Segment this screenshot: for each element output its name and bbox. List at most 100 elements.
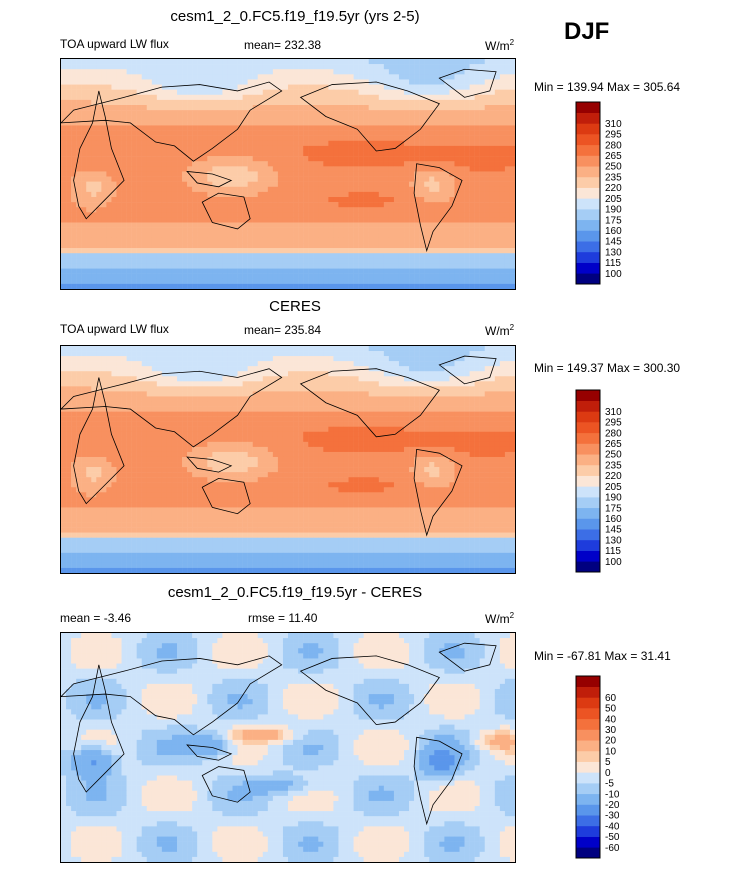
colorbar-box [576, 241, 600, 253]
map-cell [484, 197, 491, 203]
map-cell [318, 115, 324, 121]
map-cell [393, 99, 400, 106]
map-cell [439, 376, 445, 382]
map-cell [156, 222, 163, 228]
map-cell [409, 84, 415, 90]
map-cell [439, 94, 445, 101]
map-cell [494, 181, 501, 188]
map-cell [474, 120, 480, 126]
map-cell [444, 110, 450, 116]
map-cell [318, 212, 324, 218]
map-cell [192, 156, 198, 162]
map-cell [267, 125, 274, 131]
map-cell [409, 346, 415, 352]
map-cell [161, 227, 168, 234]
map-cell [262, 161, 269, 167]
map-cell [409, 381, 415, 387]
map-cell [358, 145, 364, 152]
map-cell [247, 145, 253, 152]
map-cell [136, 248, 142, 254]
map-cell [474, 105, 480, 111]
map-cell [358, 283, 364, 289]
map-cell [338, 366, 344, 372]
map-cell [459, 346, 465, 352]
map-cell [61, 268, 67, 274]
map-cell [323, 156, 329, 162]
map-cell [151, 186, 158, 193]
map-cell [277, 222, 284, 228]
map-cell [207, 181, 213, 188]
map-cell [202, 376, 208, 382]
map-cell [404, 69, 410, 75]
map-cell [116, 171, 122, 177]
map-cell [267, 64, 274, 70]
map-cell [232, 351, 238, 357]
map-cell [479, 140, 485, 147]
map-cell [368, 181, 375, 188]
map-cell [242, 237, 248, 244]
map-cell [86, 268, 92, 274]
map-cell [429, 386, 435, 392]
map-cell [434, 166, 440, 172]
map-cell [378, 381, 385, 387]
map-cell [383, 79, 390, 85]
map-cell [469, 371, 475, 377]
map-cell [192, 361, 198, 367]
map-cell [171, 207, 178, 213]
map-cell [81, 130, 87, 136]
map-cell [257, 69, 264, 75]
map-cell [101, 197, 107, 203]
map-cell [136, 105, 142, 111]
map-cell [353, 115, 359, 121]
colorbar-box [576, 262, 600, 274]
map-cell [272, 202, 279, 208]
map-cell [454, 181, 460, 188]
map-cell [464, 84, 470, 90]
map-cell [257, 253, 264, 259]
map-cell [348, 120, 354, 126]
map-cell [192, 69, 198, 75]
map-cell [192, 217, 198, 223]
map-cell [288, 376, 294, 382]
map-cell [444, 145, 450, 152]
map-cell [151, 268, 158, 274]
map-cell [404, 346, 410, 352]
map-cell [449, 273, 455, 280]
map-cell [151, 151, 158, 157]
map-cell [131, 130, 137, 136]
coastline [439, 69, 496, 97]
map-cell [494, 110, 501, 116]
map-cell [111, 69, 117, 75]
map-cell [398, 130, 405, 136]
map-cell [383, 268, 390, 274]
map-cell [353, 140, 359, 147]
map-cell [177, 161, 183, 167]
map-cell [338, 145, 344, 152]
map-cell [202, 135, 208, 142]
map-cell [257, 99, 264, 106]
map-cell [182, 258, 188, 264]
map-cell [368, 145, 375, 152]
map-cell [409, 253, 415, 259]
map-cell [217, 258, 223, 264]
map-cell [419, 356, 425, 362]
map-cell [232, 130, 238, 136]
map-cell [116, 361, 122, 367]
map-cell [61, 145, 67, 152]
map-cell [187, 105, 193, 111]
map-cell [434, 366, 440, 372]
map-cell [499, 217, 506, 223]
map-cell [81, 283, 87, 289]
units-label: W/m2 [485, 38, 515, 53]
map-cell [272, 69, 279, 75]
map-cell [388, 191, 395, 198]
map-cell [81, 268, 87, 274]
map-cell [499, 202, 506, 208]
map-cell [272, 237, 279, 244]
coastline [414, 164, 462, 251]
map-cell [282, 227, 289, 234]
map-cell [434, 283, 440, 289]
map-cell [252, 145, 258, 152]
map-cell [373, 258, 380, 264]
map-cell [166, 268, 173, 274]
